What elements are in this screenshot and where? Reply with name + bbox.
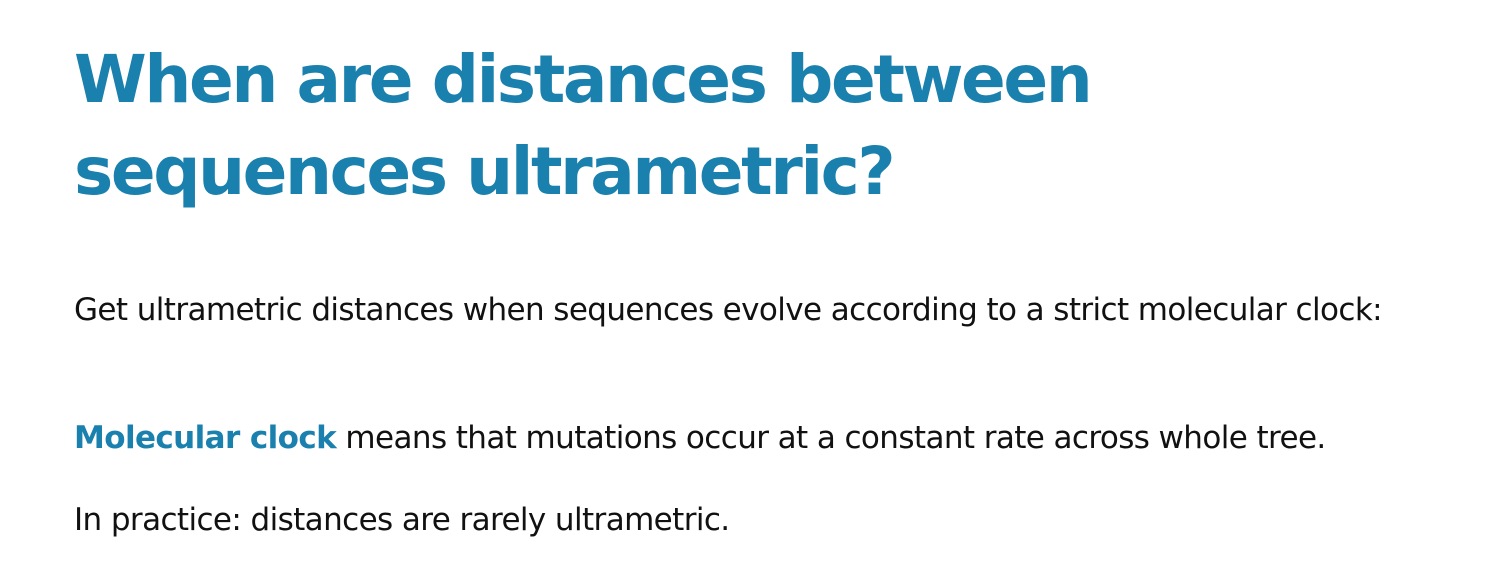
paragraph-ultrametric-condition: Get ultrametric distances when sequences…	[74, 292, 1383, 328]
molecular-clock-definition-text: means that mutations occur at a constant…	[336, 420, 1326, 456]
slide-title: When are distances between sequences ult…	[74, 41, 1093, 210]
paragraph-molecular-clock-definition: Molecular clock means that mutations occ…	[74, 415, 1454, 461]
paragraph-in-practice: In practice: distances are rarely ultram…	[74, 502, 730, 538]
molecular-clock-term: Molecular clock	[74, 420, 337, 456]
